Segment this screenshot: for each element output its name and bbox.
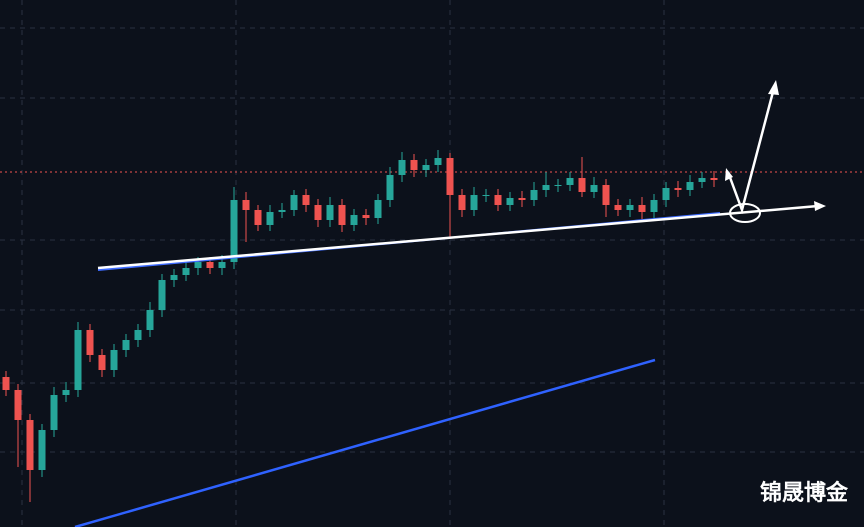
candle-body	[386, 175, 394, 200]
candle-body	[122, 340, 130, 350]
candle-body	[578, 178, 586, 192]
circle-marker	[729, 203, 761, 223]
candle-body	[110, 350, 118, 370]
candle-body	[338, 205, 346, 225]
candle-body	[86, 330, 94, 355]
candle-body	[398, 160, 406, 175]
projection-arrow	[726, 87, 776, 215]
candle-body	[446, 158, 454, 195]
candle-body	[458, 195, 466, 210]
candle-body	[482, 195, 490, 196]
candle-body	[266, 212, 274, 225]
candle-body	[38, 430, 46, 470]
candle-body	[566, 178, 574, 185]
candle-body	[194, 262, 202, 268]
candle-body	[170, 275, 178, 280]
candle-body	[230, 200, 238, 262]
candle-body	[494, 195, 502, 205]
candle-body	[50, 395, 58, 430]
candle-body	[674, 188, 682, 190]
candle-body	[434, 158, 442, 165]
candle-body	[698, 178, 706, 182]
candle-body	[374, 200, 382, 218]
candle-body	[410, 160, 418, 170]
candle-body	[242, 200, 250, 210]
candle-body	[182, 268, 190, 275]
trend-line-white	[97, 204, 819, 270]
candle-body	[350, 215, 358, 225]
candle-body	[2, 377, 10, 390]
candle-body	[74, 330, 82, 390]
candle-body	[290, 195, 298, 210]
candle-body	[362, 215, 370, 218]
candle-body	[506, 198, 514, 205]
candle-body	[146, 310, 154, 330]
candle-body	[26, 420, 34, 470]
candle-body	[662, 188, 670, 200]
candle-body	[134, 330, 142, 340]
arrow-head	[814, 201, 826, 211]
candle-body	[422, 165, 430, 170]
candle-body	[686, 182, 694, 190]
candle-body	[314, 205, 322, 220]
trend-line-lower	[74, 358, 656, 527]
candle-body	[554, 185, 562, 186]
candle-body	[542, 185, 550, 190]
candle-body	[518, 198, 526, 200]
candle-body	[206, 262, 214, 268]
candle-body	[302, 195, 310, 205]
annotations	[74, 80, 826, 527]
candle-body	[14, 390, 22, 420]
candle-body	[218, 262, 226, 268]
candle-body	[650, 200, 658, 212]
candle-body	[98, 355, 106, 370]
candle-body	[254, 210, 262, 225]
candle-body	[626, 205, 634, 210]
arrow-tail	[725, 168, 733, 181]
candle-body	[470, 195, 478, 210]
candle-body	[158, 280, 166, 310]
candle-body	[62, 390, 70, 395]
candles	[2, 150, 718, 502]
candle-body	[278, 210, 286, 212]
candle-body	[614, 205, 622, 210]
candle-body	[638, 205, 646, 212]
candle-body	[602, 185, 610, 205]
watermark: 锦晟博金	[760, 480, 849, 506]
arrow-head	[768, 80, 779, 95]
candle-body	[590, 185, 598, 192]
candle-body	[710, 178, 718, 180]
candle-body	[326, 205, 334, 220]
candle-body	[530, 190, 538, 200]
